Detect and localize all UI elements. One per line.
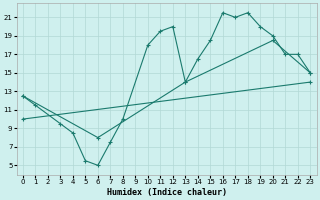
- X-axis label: Humidex (Indice chaleur): Humidex (Indice chaleur): [107, 188, 227, 197]
